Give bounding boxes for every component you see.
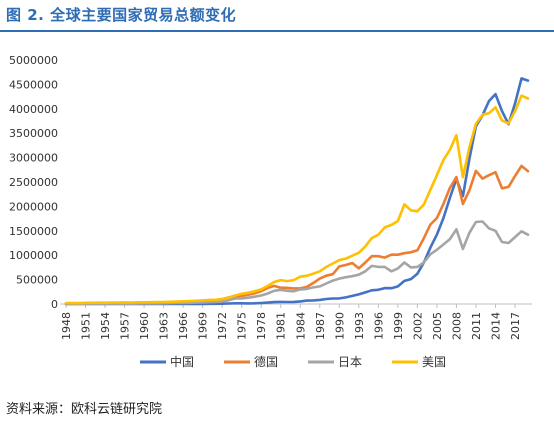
x-axis-ticks: 1948 1951 1954 1957 1960 1963 1966 1969 1972 1975… [60,304,522,340]
y-tick-label: 3500000 [9,127,58,140]
x-tick-label: 2008 [450,312,463,340]
line-chart: 0 500000 1000000 1500000 2000000 2500000 30000… [9,54,532,369]
legend-label: 德国 [254,354,278,369]
title-divider [0,30,554,32]
legend: 中国 德国 日本 美国 [140,354,446,369]
series-line-日本 [64,220,530,306]
y-tick-label: 2000000 [9,200,58,213]
y-tick-label: 4000000 [9,103,58,116]
x-tick-label: 2011 [470,312,483,340]
x-tick-label: 1963 [158,312,171,340]
chart-title: 图 2. 全球主要国家贸易总额变化 [6,6,237,24]
legend-label: 中国 [170,354,194,369]
series-lines [64,77,530,306]
y-tick-label: 5000000 [9,54,58,67]
x-tick-label: 1951 [80,312,93,340]
x-tick-label: 1975 [236,312,249,340]
x-tick-label: 2017 [509,312,522,340]
x-tick-label: 1966 [177,312,190,340]
x-tick-label: 2005 [431,312,444,340]
x-tick-label: 1960 [138,312,151,340]
y-tick-label: 3000000 [9,152,58,165]
legend-label: 日本 [338,355,362,369]
y-tick-label: 1000000 [9,249,58,262]
legend-label: 美国 [422,355,446,369]
y-tick-label: 500000 [16,274,58,287]
x-tick-label: 1969 [197,312,210,340]
series-line-美国 [64,94,530,305]
x-tick-label: 1954 [99,312,112,340]
x-tick-label: 1984 [294,312,307,340]
x-tick-label: 1996 [372,312,385,340]
source-note: 资料来源：欧科云链研究院 [6,402,163,417]
x-tick-label: 1978 [255,312,268,340]
x-tick-label: 1993 [353,312,366,340]
y-axis-ticks: 0 500000 1000000 1500000 2000000 2500000 30000… [9,54,58,311]
x-tick-label: 2014 [489,312,502,340]
x-tick-label: 1999 [392,312,405,340]
x-tick-label: 1957 [119,312,132,340]
x-tick-label: 1987 [314,312,327,340]
y-tick-label: 4500000 [9,78,58,91]
x-tick-label: 1948 [60,312,73,340]
y-tick-label: 1500000 [9,225,58,238]
x-tick-label: 1972 [216,312,229,340]
x-tick-label: 1990 [333,312,346,340]
y-tick-label: 0 [51,298,58,311]
x-tick-label: 1981 [275,312,288,340]
x-tick-label: 2002 [411,312,424,340]
y-tick-label: 2500000 [9,176,58,189]
